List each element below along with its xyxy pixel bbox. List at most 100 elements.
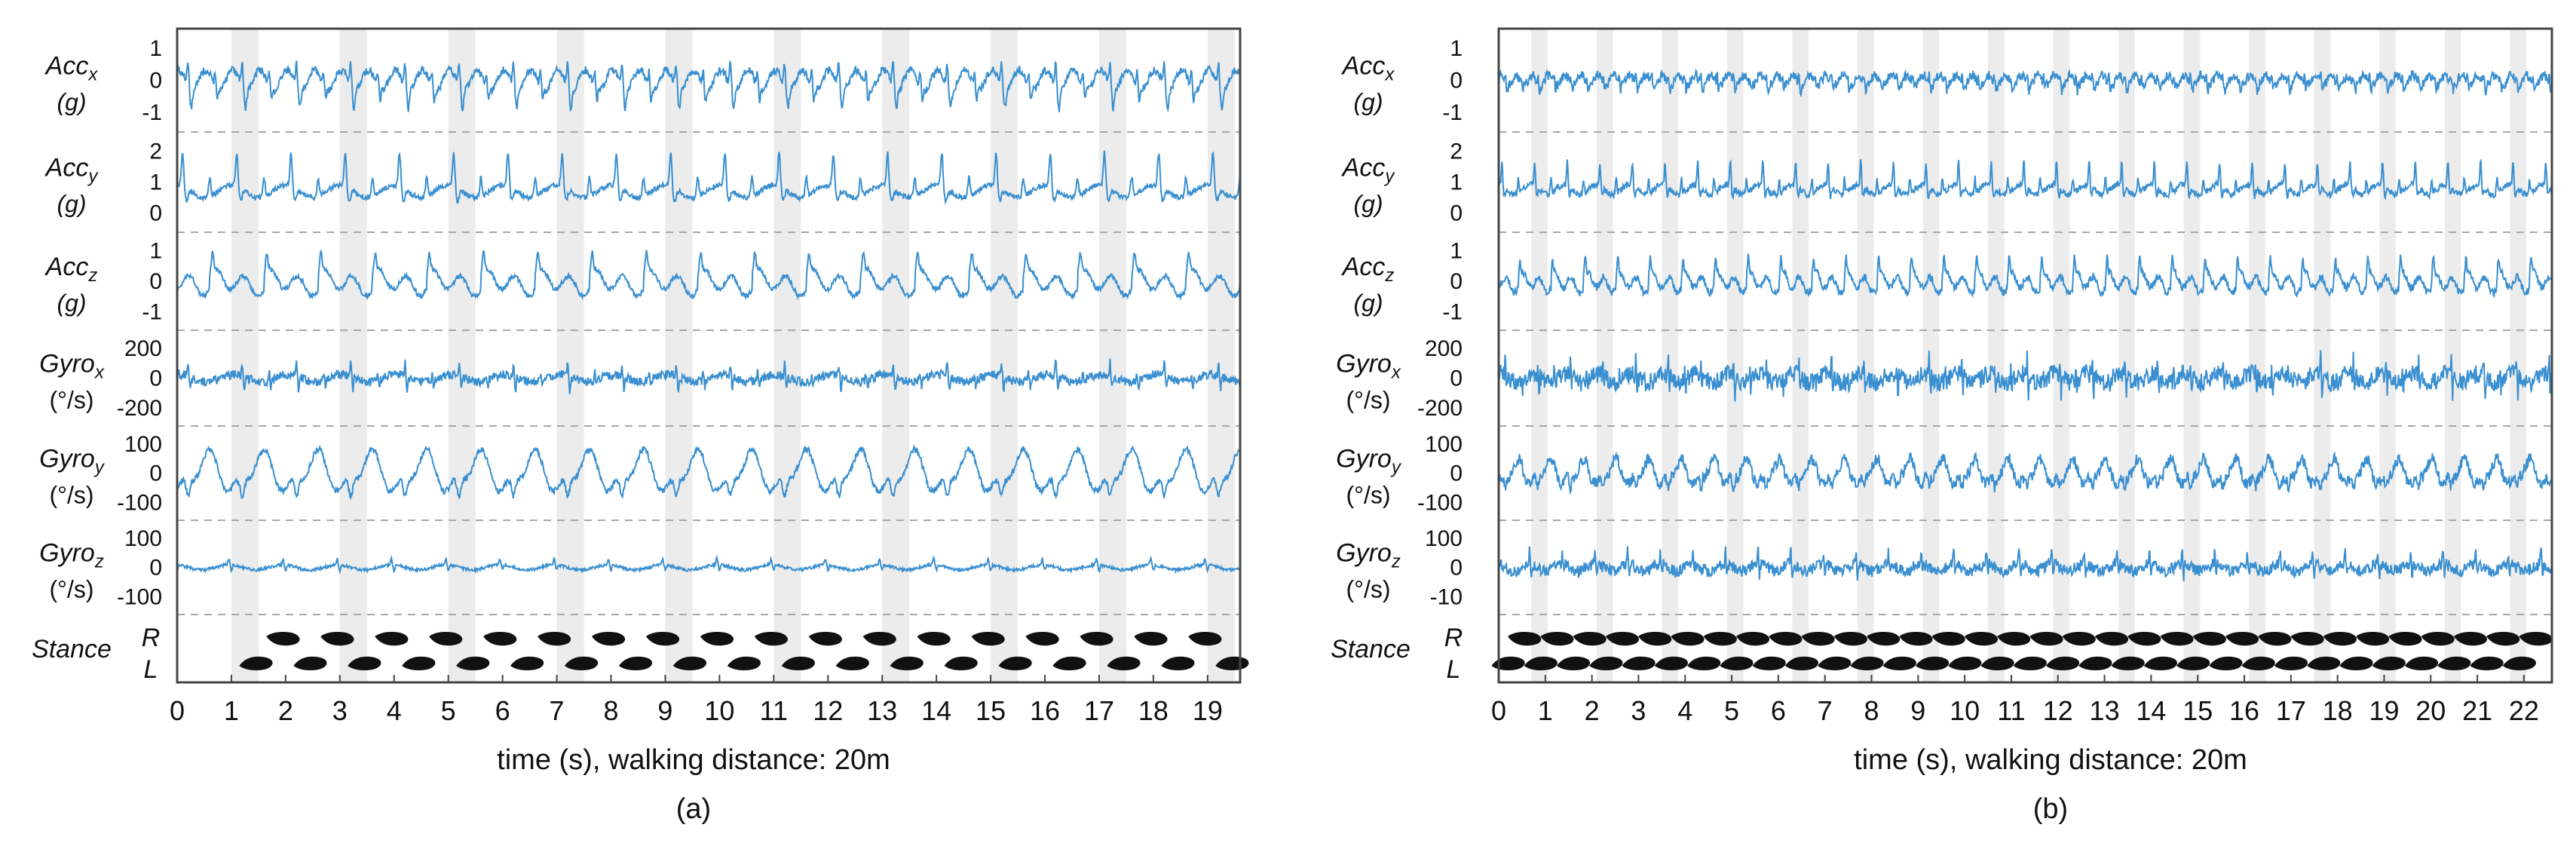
axis-unit: (g) (1353, 191, 1383, 218)
x-tick-label: 16 (2229, 695, 2259, 726)
left-footprint (239, 656, 273, 670)
left-footprint (564, 656, 599, 670)
signal-line (176, 444, 1241, 501)
right-footprint (2225, 632, 2259, 646)
stripe (339, 29, 367, 682)
axis-label: Gyrox (39, 350, 105, 383)
y-tick-label: 0 (149, 201, 162, 226)
left-footprint (1850, 656, 1884, 670)
right-footprint (1188, 632, 1222, 646)
chart-b: 10-1Accx(g)210Accy(g)10-1Accz(g)2000-200… (1331, 27, 2553, 825)
axis-label: Gyroz (39, 539, 104, 572)
left-footprint (2045, 656, 2080, 670)
y-tick-label: -1 (1442, 299, 1463, 324)
left-footprint (944, 656, 978, 670)
x-tick-label: 19 (2369, 695, 2399, 726)
axis-label: Accx (1341, 52, 1395, 85)
x-tick-label: 14 (921, 695, 951, 726)
stripe (1792, 29, 1809, 682)
right-footprint (1866, 632, 1901, 646)
panel-acc-x: 1 0 -1 Accx (g) (1341, 36, 2553, 133)
left-footprint (618, 656, 653, 670)
axis-unit: (°/s) (50, 576, 94, 603)
right-footprint (1080, 632, 1113, 646)
left-footprint (2013, 656, 2047, 670)
signal-line (1498, 350, 2553, 402)
panel-gyro-z: 100 0 -100 Gyroz (°/s) (39, 526, 1241, 615)
panel-acc-z: 1 0 -1 Accz (g) (44, 239, 1241, 331)
axis-label: Gyroz (1336, 539, 1401, 572)
signal-line (1498, 451, 2553, 495)
x-tick-label: 3 (1631, 695, 1646, 726)
x-tick-label: 2 (1585, 695, 1600, 726)
left-footprint (1161, 656, 1195, 670)
left-footprint (1882, 656, 1916, 670)
right-footprint (862, 632, 896, 646)
x-tick-label: 18 (1138, 695, 1169, 726)
signal-line (176, 249, 1241, 301)
left-footprint (2339, 656, 2373, 670)
x-tick-label: 5 (441, 695, 456, 726)
left-footprint (1818, 656, 1852, 670)
y-tick-label: -200 (1417, 396, 1463, 421)
axis-unit: (°/s) (1346, 576, 1391, 603)
panel-acc-z: 1 0 -1 Accz (g) (1341, 239, 2553, 331)
stripe (1596, 29, 1613, 682)
x-tick-label: 15 (976, 695, 1006, 726)
left-footprint (1654, 656, 1688, 670)
axis-unit: (°/s) (50, 387, 94, 414)
left-footprint (1752, 656, 1786, 670)
stripe (2379, 29, 2396, 682)
left-footprint (890, 656, 924, 670)
panel-acc-x: 1 0 -1 Accx (g) (44, 36, 1241, 133)
stance-label: Stance (32, 635, 112, 664)
left-footprint (402, 656, 436, 670)
y-tick-label: 1 (149, 239, 162, 264)
stripe (1922, 29, 1940, 682)
stripe (665, 29, 693, 682)
left-footprint (2111, 656, 2145, 670)
left-footprint (1052, 656, 1086, 670)
x-tick-label: 20 (2415, 695, 2446, 726)
x-tick-label: 18 (2323, 695, 2353, 726)
panel-acc-y: 2 1 0 Accy (g) (44, 139, 1241, 233)
stripe (2510, 29, 2527, 682)
plot-frame (1497, 27, 2553, 684)
y-tick-label: -100 (117, 490, 162, 515)
right-footprint (2127, 632, 2161, 646)
left-footprint (1107, 656, 1141, 670)
stripe (2183, 29, 2201, 682)
left-footprint (2372, 656, 2406, 670)
left-footprint (1556, 656, 1591, 670)
x-tick-label: 4 (1677, 695, 1692, 726)
right-footprint (971, 632, 1005, 646)
x-tick-label: 7 (1818, 695, 1833, 726)
right-footprint (1769, 632, 1803, 646)
signal-line (1498, 158, 2553, 201)
x-axis-label: time (s), walking distance: 20m (1854, 744, 2247, 776)
left-footprint (835, 656, 869, 670)
right-footprint (2192, 632, 2226, 646)
axis-unit: (g) (57, 290, 86, 317)
signal-line (1498, 253, 2553, 299)
stripe (1207, 29, 1235, 682)
x-tick-label: 8 (1864, 695, 1879, 726)
stance-right-label: R (142, 624, 161, 652)
right-footprint (1997, 632, 2031, 646)
right-footprint (537, 632, 571, 646)
right-footprint (483, 632, 517, 646)
y-tick-label: -1 (1442, 100, 1463, 125)
left-footprint (727, 656, 761, 670)
x-tick-label: 16 (1030, 695, 1060, 726)
stripe (2314, 29, 2331, 682)
left-footprint (1589, 656, 1623, 670)
y-tick-label: 0 (1450, 461, 1463, 486)
right-footprint (2062, 632, 2096, 646)
left-footprint (2307, 656, 2341, 670)
axis-label: Accx (44, 52, 99, 85)
y-tick-label: -10 (1430, 584, 1463, 609)
y-tick-label: 0 (1450, 366, 1463, 391)
stripe (882, 29, 910, 682)
x-tick-label: 7 (550, 695, 565, 726)
y-tick-label: 1 (1450, 239, 1463, 264)
